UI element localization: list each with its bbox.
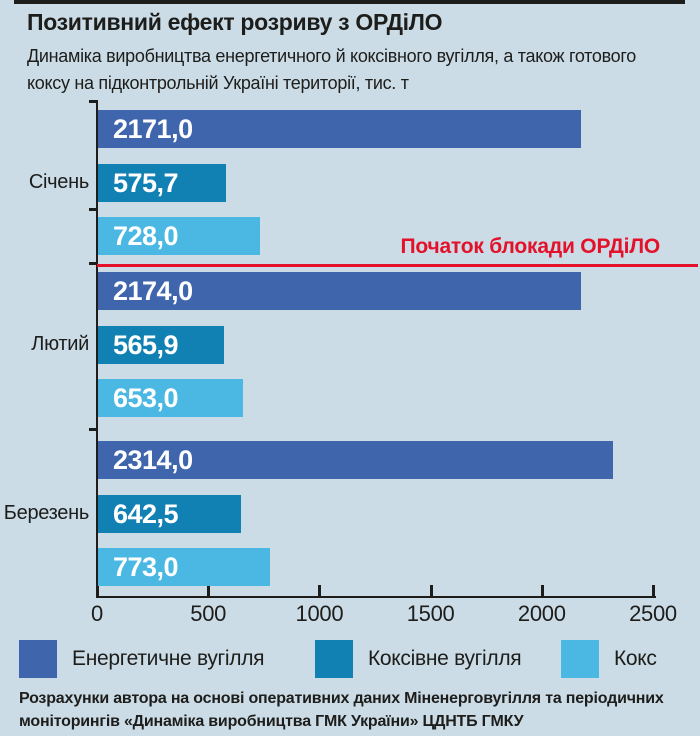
legend-item-coke: Кокс [561,640,657,678]
bar: 642,5 [98,494,241,533]
legend-item-energy-coal: Енергетичне вугілля [19,640,265,678]
x-axis-tick-label: 1000 [295,601,344,626]
bar-value-label: 565,9 [113,329,179,360]
x-axis-line [96,596,656,598]
bar: 653,0 [98,379,243,417]
y-axis-tick [89,100,97,103]
subtitle-line-1: Динаміка виробництва енергетичного й кок… [27,46,636,66]
x-axis-tick-label: 1500 [406,601,455,626]
source-note-line-1: Розрахунки автора на основі оперативних … [19,690,664,707]
legend-item-coking-coal: Коксівне вугілля [315,640,522,678]
y-axis-tick [89,262,97,265]
page-title: Позитивний ефект розриву з ОРДіЛО [27,9,443,35]
bar: 575,7 [98,163,226,202]
source-note: Розрахунки автора на основі оперативних … [19,687,679,733]
bar-value-label: 728,0 [113,221,179,251]
x-axis-tick-label: 2500 [629,601,677,626]
top-rule [14,0,685,4]
legend-label-coking-coal: Коксівне вугілля [368,647,522,670]
y-axis-line [96,100,98,598]
bar-value-label: 2174,0 [113,276,193,306]
x-axis-tick-label: 2000 [517,601,566,626]
x-axis-tick [429,585,433,596]
chart-subtitle: Динаміка виробництва енергетичного й кок… [27,43,636,97]
bar-value-label: 773,0 [113,552,179,582]
legend-swatch-coke [561,640,599,678]
bar-value-label: 653,0 [113,383,179,413]
blockade-annotation-line [97,264,698,267]
legend-swatch-energy-coal [19,640,57,678]
bar: 2171,0 [98,110,581,148]
category-label-1: Січень [28,170,89,193]
subtitle-line-2: коксу на підконтрольній Україні територі… [27,73,409,93]
y-axis-tick [89,428,97,431]
x-axis-tick-label: 500 [190,601,227,626]
bar-value-label: 575,7 [113,167,179,198]
bar-value-label: 2171,0 [113,114,193,144]
bar: 2174,0 [98,272,581,310]
y-axis-tick [89,208,97,211]
source-note-line-2: моніторингів «Динаміка виробництва ГМК У… [19,713,524,730]
x-axis-tick [540,585,544,596]
x-axis-tick-label: 0 [91,601,103,626]
bar: 773,0 [98,548,270,586]
legend-swatch-coking-coal [315,640,353,678]
bar-value-label: 2314,0 [113,445,193,475]
blockade-annotation-label: Початок блокади ОРДіЛО [400,235,660,258]
category-label-2: Лютий [31,332,89,355]
x-axis-tick [207,585,211,596]
category-label-3: Березень [3,501,90,524]
x-axis-tick [318,585,322,596]
bar: 2314,0 [98,441,613,479]
x-axis-tick [652,585,655,596]
bar: 728,0 [98,217,260,255]
bar-value-label: 642,5 [113,498,179,529]
bar: 565,9 [98,325,224,364]
x-axis-tick [96,585,99,596]
legend-label-energy-coal: Енергетичне вугілля [72,647,265,670]
legend-label-coke: Кокс [614,647,657,670]
